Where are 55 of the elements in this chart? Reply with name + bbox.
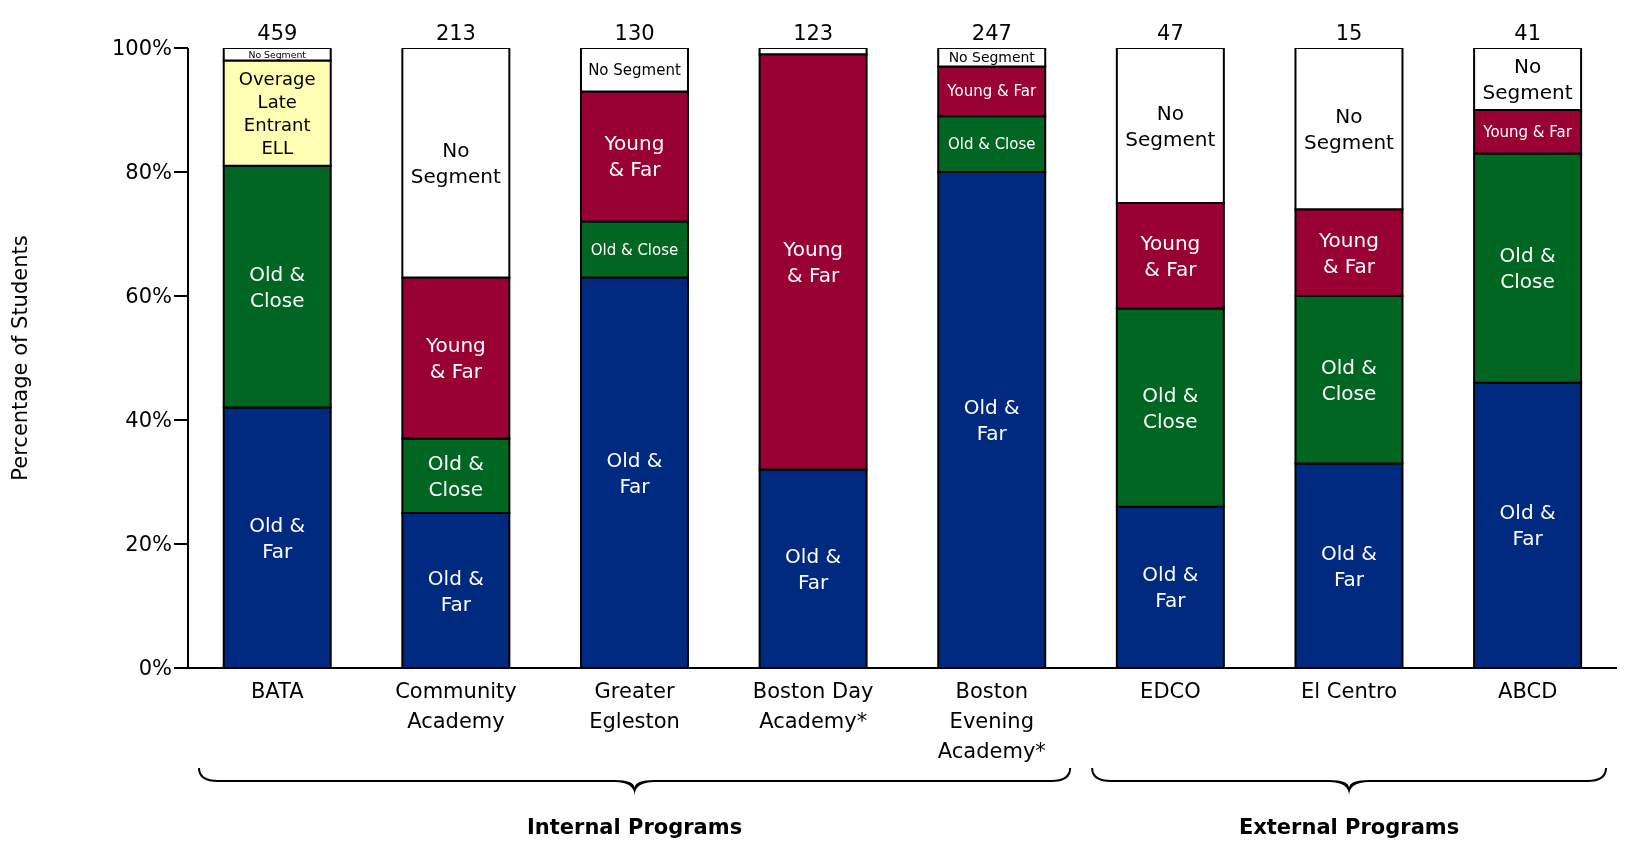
text: Old & Far [1499,500,1556,551]
text: Young & Far [947,82,1037,101]
text: Old & Far [963,395,1020,445]
text: Old & Close [1499,243,1556,294]
text: Young & Far [425,332,486,383]
text: External Programs [1238,815,1460,839]
annotation: 15 [1335,21,1363,45]
annotation: 213 [435,21,476,45]
x-tick-label: BATA [250,679,305,703]
text: No Segment [410,137,501,188]
series-label: Overage Late Entrant ELL [237,67,317,160]
text: Young & Far [604,131,665,182]
text: Internal Programs [526,815,743,839]
text: Old & Close [1142,382,1199,433]
x-tick-label: Community Academy [395,679,517,733]
x-tick-label: ABCD [1498,679,1558,703]
x-tick-label: Greater Egleston [589,679,680,733]
text: Old & Close [427,450,484,501]
text: No Segment [948,49,1035,66]
series-label: Old & Close [590,240,679,259]
series-label: Young & Far [1482,122,1573,141]
text: Old & Close [1320,354,1377,405]
x-tick-label: Boston Evening Academy* [937,679,1046,763]
y-axis-title: Percentage of Students [8,235,33,481]
text: Old & Far [606,447,663,498]
text: No Segment [1125,100,1216,151]
y-tick-label: 0% [138,656,172,681]
annotation: 47 [1157,21,1184,45]
y-tick-label: 80% [125,160,172,185]
y-tick-label: 100% [111,36,172,61]
y-tick-label: 40% [125,408,172,433]
text: Old & Far [1142,562,1199,613]
y-tick-label: 60% [125,284,172,309]
text: Old & Close [947,135,1036,154]
text: No Segment [1482,54,1573,104]
annotation: 130 [614,21,655,45]
text: Old & Far [1320,540,1377,591]
text: Old & Far [427,565,484,616]
series-label: No Segment [248,48,307,60]
text: No Segment [588,60,681,79]
text: Young & Far [783,236,844,287]
text: No Segment [1303,103,1394,154]
text: Old & Close [249,261,306,312]
x-tick-label: EDCO [1140,679,1201,703]
series-label: Old & Far [248,511,307,564]
x-tick-label: Boston Day Academy* [752,679,874,733]
annotation: 247 [971,21,1012,45]
annotation: 459 [257,21,298,45]
annotation: 41 [1514,21,1542,45]
text: Young & Far [1140,230,1201,281]
annotation: 123 [793,21,834,45]
y-tick-label: 20% [125,532,172,557]
text: Young & Far [1319,227,1379,278]
text: Old & Far [785,543,842,594]
x-tick-label: El Centro [1301,679,1398,703]
